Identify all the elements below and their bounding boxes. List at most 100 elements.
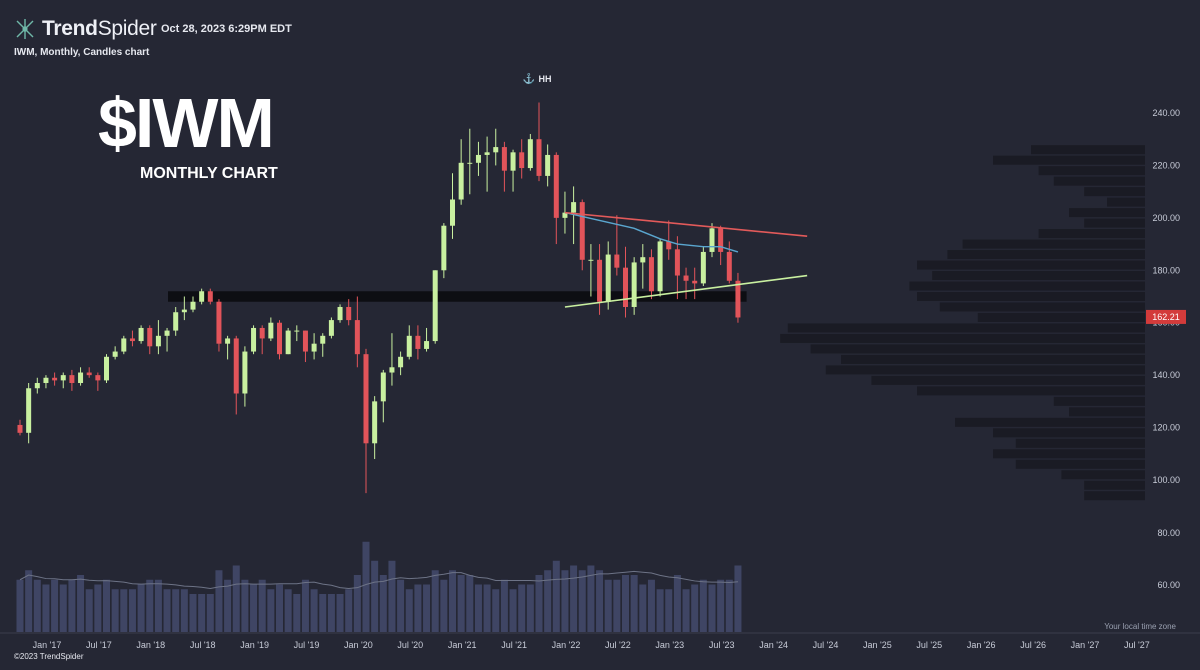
volume-profile-bar [939, 302, 1145, 312]
candle-down [597, 259, 603, 302]
volume-average-line [19, 570, 738, 589]
candle-up [320, 335, 326, 344]
candle-down [363, 354, 369, 444]
last-price-badge [1146, 309, 1186, 324]
volume-bar [232, 565, 240, 632]
higher-high-label: HH [539, 74, 552, 84]
volume-bar [423, 584, 431, 632]
time-tick-label: Jul '27 [1124, 640, 1150, 650]
volume-profile-bar [1084, 491, 1145, 501]
volume-profile-bar [962, 239, 1145, 249]
candle-down [692, 280, 698, 284]
volume-bar [103, 579, 110, 632]
candle-up [60, 375, 66, 381]
candle-up [605, 254, 611, 302]
volume-bar [42, 584, 50, 632]
volume-profile-bar [1038, 166, 1145, 176]
candle-down [666, 241, 672, 250]
time-tick-label: Jul '18 [190, 640, 216, 650]
volume-bar [466, 575, 474, 632]
candle-down [216, 301, 222, 344]
candle-up [380, 372, 386, 402]
candle-down [536, 139, 542, 176]
volume-bar [639, 584, 647, 632]
candle-down [69, 375, 75, 384]
candle-up [190, 301, 196, 310]
time-axis: Jan '17 Jul '17 Jan '18 Jul '18 Jan '19 Jul '… [0, 632, 1200, 650]
candle-up [372, 401, 378, 444]
time-tick-label: Jan '21 [448, 640, 477, 650]
candle-up [294, 330, 300, 332]
candle-up [527, 139, 533, 169]
volume-profile-bar [825, 365, 1145, 375]
volume-profile-bar [1053, 176, 1145, 186]
candle-up [173, 312, 179, 331]
volume-bar [691, 584, 699, 632]
candle-up [251, 327, 257, 352]
timezone-note[interactable]: Your local time zone [1104, 622, 1176, 631]
volume-profile [780, 145, 1145, 501]
volume-bar [613, 579, 621, 632]
volume-bar [25, 570, 33, 632]
volume-bar [336, 594, 344, 632]
volume-bar [353, 575, 361, 632]
volume-bar [146, 579, 154, 632]
volume-bar [682, 589, 690, 632]
candle-down [207, 291, 213, 302]
volume-bar [699, 579, 707, 632]
volume-bar [206, 594, 214, 632]
candle-up [26, 388, 32, 433]
candle-down [648, 257, 654, 292]
candle-up [199, 291, 205, 302]
candle-down [735, 280, 741, 318]
candle-down [302, 330, 308, 352]
volume-bar [319, 594, 327, 632]
price-tick-label: 120.00 [1152, 423, 1180, 433]
volume-bar [492, 589, 500, 632]
time-tick-label: Jul '24 [813, 640, 839, 650]
volume-bar [276, 584, 283, 632]
support-trendline [564, 274, 808, 308]
candle-up [493, 147, 499, 153]
candle-up [631, 262, 637, 307]
volume-bar [77, 575, 85, 632]
candle-up [121, 338, 127, 352]
price-tick-label: 240.00 [1152, 108, 1180, 118]
candle-up [640, 257, 646, 263]
candle-down [553, 154, 559, 218]
candle-up [112, 351, 118, 357]
trendspider-logo-icon [16, 19, 34, 39]
price-tick-label: 180.00 [1152, 265, 1180, 275]
time-tick-label: Jan '17 [33, 640, 62, 650]
volume-profile-bar [1069, 208, 1145, 218]
volume-bar [717, 579, 725, 632]
volume-bar [293, 594, 301, 632]
candle-up [398, 356, 404, 368]
time-tick-label: Jul '25 [916, 640, 942, 650]
price-axis: 240.00220.00200.00180.00160.00140.00120.… [1146, 108, 1186, 590]
candle-up [164, 330, 170, 336]
candle-down [52, 377, 58, 381]
volume-bar [431, 570, 439, 632]
support-zone-rect [168, 291, 747, 302]
price-tick-label: 220.00 [1152, 160, 1180, 170]
volume-bar [345, 589, 353, 632]
volume-bar [673, 575, 681, 632]
brand-light: Spider [97, 17, 157, 40]
volume-profile-bar [993, 428, 1145, 438]
volume-bar [457, 575, 465, 632]
volume-bar [68, 579, 76, 632]
candle-up [458, 162, 464, 200]
candle-up [406, 335, 412, 357]
volume-profile-bar [1038, 229, 1145, 239]
candle-up [242, 351, 248, 394]
candle-down [17, 424, 23, 433]
candle-up [657, 241, 663, 292]
annotations: ⚓ HH [523, 72, 552, 85]
volume-bar [284, 589, 292, 632]
volume-bar [310, 589, 318, 632]
time-tick-label: Jul '20 [397, 640, 423, 650]
candle-up [311, 343, 317, 352]
time-tick-label: Jan '25 [863, 640, 892, 650]
